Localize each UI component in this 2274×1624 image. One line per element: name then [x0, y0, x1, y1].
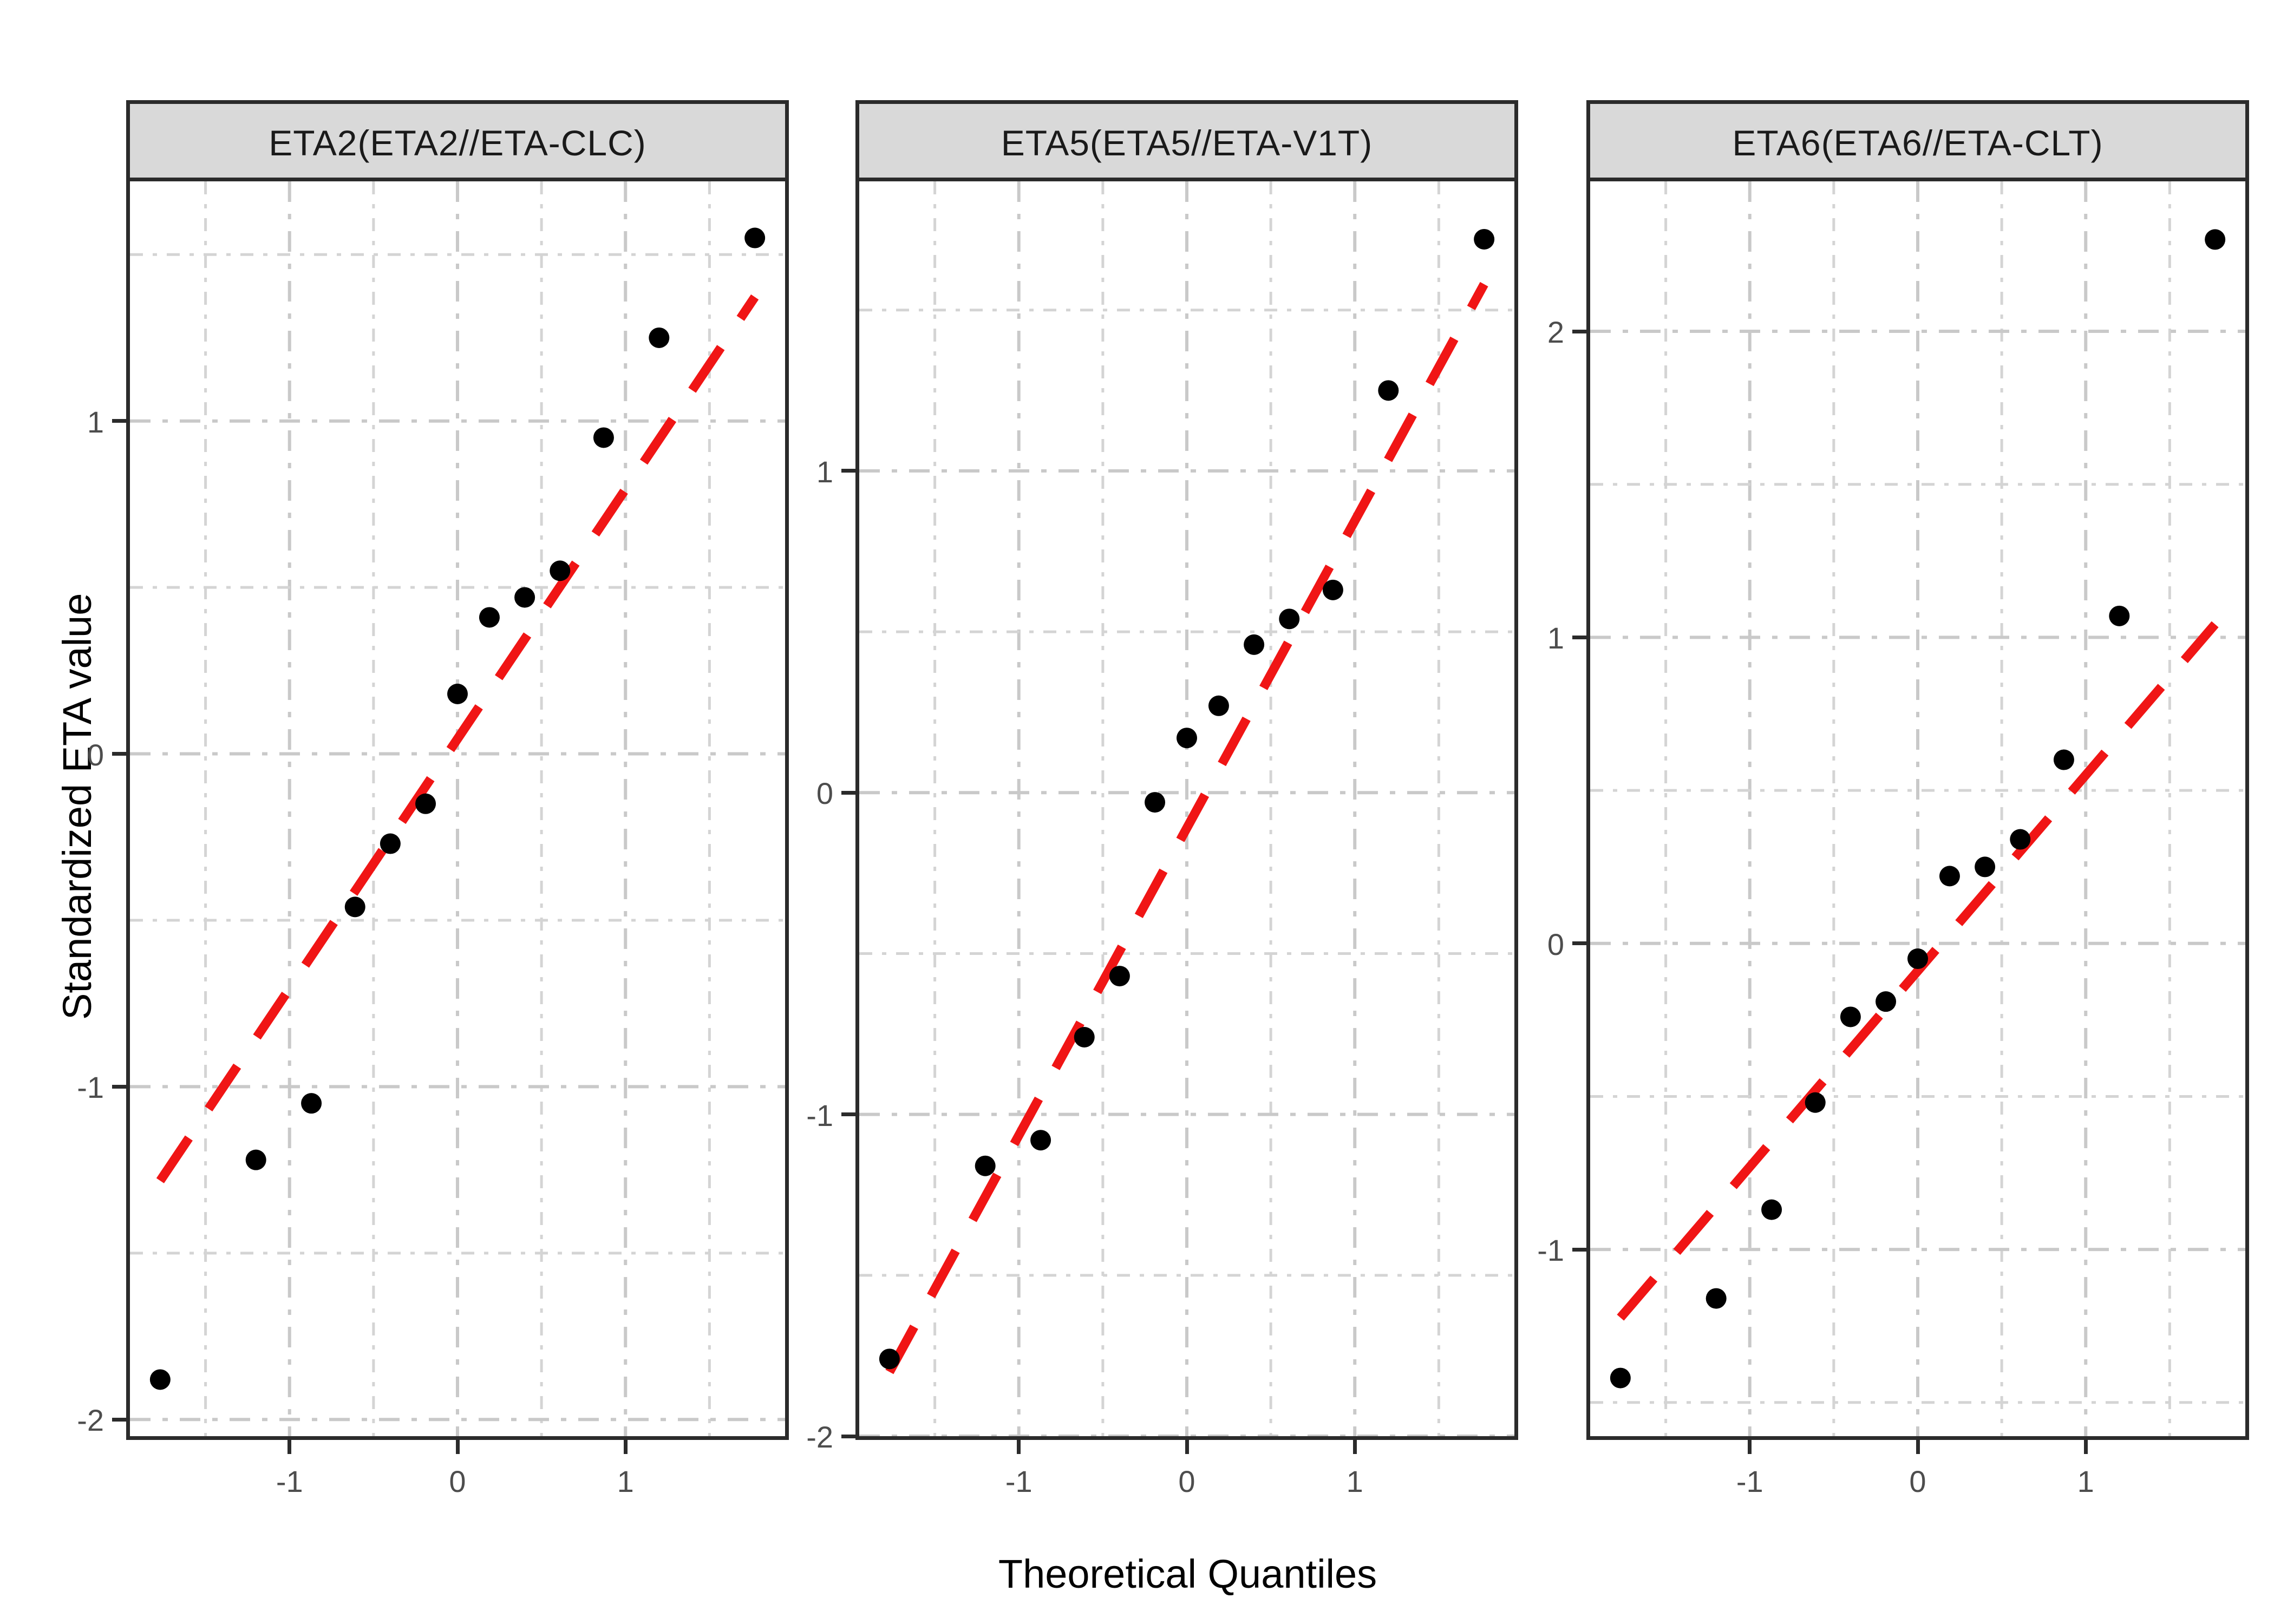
y-tick-mark — [841, 469, 855, 473]
y-tick-label: 2 — [1547, 315, 1564, 350]
y-tick-label: 0 — [816, 776, 833, 811]
data-point — [1074, 1026, 1095, 1047]
x-tick-label: 0 — [1178, 1464, 1195, 1498]
qq-reference-line — [1617, 621, 2219, 1321]
y-tick-label: 1 — [87, 404, 104, 439]
data-point — [1177, 728, 1197, 749]
y-tick-label: -1 — [77, 1070, 104, 1105]
y-axis-title: Standardized ETA value — [55, 593, 100, 1020]
x-tick-label: 0 — [449, 1464, 466, 1498]
x-tick-label: 1 — [2077, 1464, 2094, 1498]
qq-panel-eta6 — [1586, 178, 2249, 1440]
data-point — [2205, 229, 2226, 250]
data-point — [1975, 856, 1996, 878]
x-tick-label: -1 — [276, 1464, 303, 1498]
facet-strip-label: ETA2(ETA2//ETA-CLC) — [269, 122, 646, 163]
data-point — [1706, 1288, 1727, 1309]
facet-strip-eta2: ETA2(ETA2//ETA-CLC) — [126, 100, 789, 185]
facet-strip-eta6: ETA6(ETA6//ETA-CLT) — [1586, 100, 2249, 185]
x-tick-mark — [1017, 1440, 1021, 1454]
data-point — [879, 1348, 900, 1370]
data-point — [1907, 948, 1928, 970]
y-tick-label: 1 — [816, 454, 833, 489]
data-point — [649, 327, 670, 348]
data-point — [479, 607, 500, 628]
y-tick-label: 1 — [1547, 621, 1564, 656]
data-point — [447, 683, 468, 704]
data-point — [1840, 1006, 1861, 1027]
data-point — [1761, 1199, 1782, 1220]
data-point — [1322, 579, 1343, 600]
y-tick-mark — [1572, 329, 1586, 333]
x-tick-label: 1 — [1346, 1464, 1363, 1498]
panel-canvas — [130, 181, 785, 1436]
data-point — [1109, 966, 1130, 987]
y-tick-label: 0 — [1547, 927, 1564, 961]
y-tick-mark — [112, 1417, 126, 1422]
x-tick-mark — [623, 1440, 628, 1454]
data-point — [245, 1149, 266, 1170]
data-point — [2053, 749, 2074, 770]
facet-strip-eta5: ETA5(ETA5//ETA-V1T) — [855, 100, 1518, 185]
y-tick-mark — [112, 1084, 126, 1089]
y-tick-label: 0 — [87, 737, 104, 772]
y-tick-mark — [841, 1112, 855, 1117]
data-point — [975, 1155, 996, 1176]
x-tick-mark — [2083, 1440, 2088, 1454]
data-point — [593, 427, 614, 448]
data-point — [1939, 866, 1960, 887]
qq-reference-line — [885, 281, 1488, 1374]
x-tick-mark — [1748, 1440, 1752, 1454]
x-tick-mark — [287, 1440, 292, 1454]
data-point — [514, 587, 535, 608]
facet-strip-label: ETA6(ETA6//ETA-CLT) — [1732, 122, 2103, 163]
x-axis-title: Theoretical Quantiles — [998, 1551, 1377, 1596]
y-tick-mark — [841, 790, 855, 795]
x-tick-mark — [455, 1440, 460, 1454]
qq-panel-eta2 — [126, 178, 789, 1440]
data-point — [1145, 792, 1166, 813]
qq-reference-line — [156, 294, 759, 1183]
x-tick-label: 1 — [617, 1464, 634, 1498]
panel-canvas — [859, 181, 1514, 1436]
data-point — [550, 560, 571, 581]
y-tick-mark — [112, 419, 126, 423]
data-point — [1610, 1367, 1631, 1389]
x-tick-mark — [1352, 1440, 1357, 1454]
data-point — [1244, 634, 1265, 655]
y-tick-mark — [1572, 941, 1586, 946]
data-point — [380, 833, 401, 854]
qq-panel-eta5 — [855, 178, 1518, 1440]
data-point — [1279, 608, 1300, 630]
y-tick-label: -2 — [806, 1420, 833, 1454]
data-point — [1208, 695, 1229, 716]
data-point — [301, 1093, 322, 1114]
y-tick-label: -1 — [1537, 1233, 1564, 1268]
y-tick-mark — [112, 752, 126, 756]
data-point — [2010, 829, 2031, 850]
data-point — [1876, 991, 1897, 1012]
x-tick-mark — [1185, 1440, 1189, 1454]
x-tick-mark — [1916, 1440, 1920, 1454]
y-tick-label: -1 — [806, 1098, 833, 1132]
y-tick-mark — [1572, 1247, 1586, 1252]
data-point — [344, 896, 365, 918]
panel-canvas — [1590, 181, 2245, 1436]
y-tick-label: -2 — [77, 1403, 104, 1438]
x-tick-label: 0 — [1909, 1464, 1926, 1498]
data-point — [1474, 228, 1495, 250]
data-point — [149, 1369, 171, 1390]
data-point — [744, 227, 766, 248]
data-point — [1378, 380, 1399, 401]
y-tick-mark — [1572, 635, 1586, 639]
data-point — [1030, 1130, 1051, 1151]
data-point — [1805, 1092, 1826, 1113]
data-point — [2109, 605, 2130, 626]
x-tick-label: -1 — [1736, 1464, 1763, 1498]
x-tick-label: -1 — [1005, 1464, 1033, 1498]
facet-strip-label: ETA5(ETA5//ETA-V1T) — [1001, 122, 1373, 163]
data-point — [415, 793, 436, 814]
y-tick-mark — [841, 1434, 855, 1438]
